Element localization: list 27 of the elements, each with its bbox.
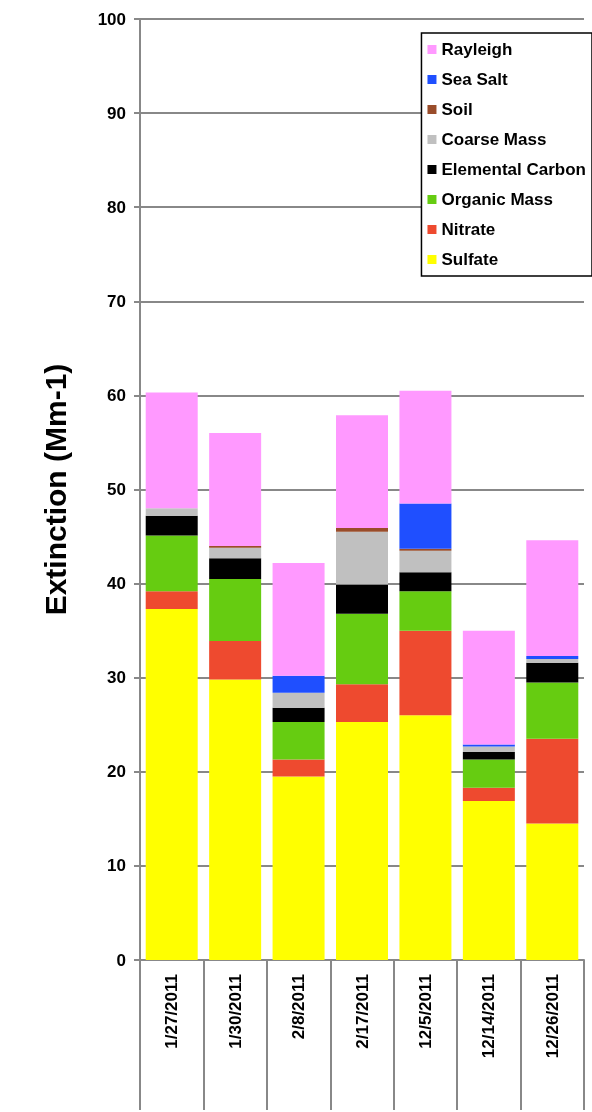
legend-label: Organic Mass xyxy=(441,190,553,209)
legend-label: Sulfate xyxy=(441,250,499,269)
y-tick-label: 90 xyxy=(107,103,126,123)
y-tick-label: 10 xyxy=(107,856,126,876)
legend-label: Nitrate xyxy=(441,220,496,239)
x-tick-label: 1/30/2011 xyxy=(225,974,245,1049)
y-tick-label: 0 xyxy=(116,950,126,970)
y-tick-label: 50 xyxy=(107,480,126,499)
y-tick-label: 100 xyxy=(97,9,126,29)
legend-label: Coarse Mass xyxy=(441,130,547,149)
x-tick-label: 12/5/2011 xyxy=(415,974,435,1049)
y-axis-title: Extinction (Mm-1) xyxy=(38,363,72,616)
y-tick-label: 30 xyxy=(107,668,126,688)
y-tick-label: 60 xyxy=(107,385,126,405)
y-tick-label: 20 xyxy=(107,762,126,782)
x-tick-label: 12/26/2011 xyxy=(542,974,562,1059)
y-tick-label: 70 xyxy=(107,291,126,311)
x-tick-label: 2/8/2011 xyxy=(289,974,309,1040)
x-tick-label: 2/17/2011 xyxy=(352,974,372,1049)
y-tick-label: 40 xyxy=(107,574,126,594)
x-tick-label: 12/14/2011 xyxy=(479,974,499,1059)
x-tick-label: 1/27/2011 xyxy=(162,974,182,1049)
legend-label: Elemental Carbon xyxy=(441,160,587,179)
legend-label: Soil xyxy=(441,100,473,119)
legend-label: Sea Salt xyxy=(441,70,508,89)
y-tick-label: 80 xyxy=(107,197,126,217)
legend-label: Rayleigh xyxy=(441,40,513,59)
